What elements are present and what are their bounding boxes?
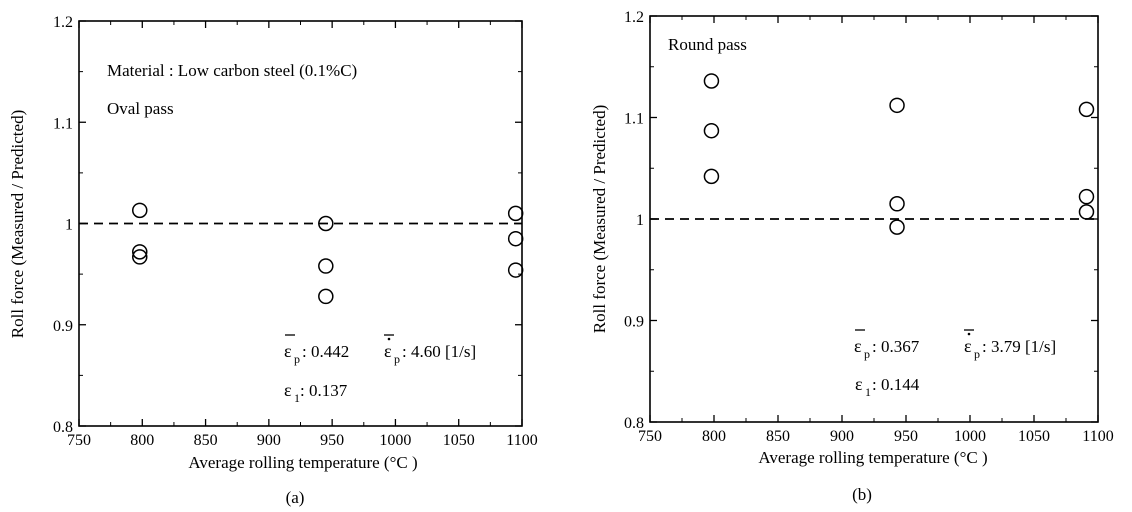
pass-annotation: Round pass [668, 35, 747, 54]
y-axis-label: Roll force (Measured / Predicted) [590, 105, 609, 333]
strain-1-value: : 0.144 [872, 375, 920, 394]
y-tick-labels: 0.8 0.9 1 1.1 1.2 [53, 14, 73, 436]
material-annotation: Material : Low carbon steel (0.1%C) [107, 61, 357, 80]
y-tick-label: 1.1 [53, 115, 73, 132]
x-tick-labels: 750 800 850 900 950 1000 1050 1100 [67, 432, 538, 449]
data-point [703, 168, 720, 185]
data-point [132, 249, 148, 265]
strain-annotation: ε p : 0.367 ε p : 3.79 [1/s] ε 1 : 0.144 [854, 329, 1056, 399]
data-point [132, 202, 148, 219]
y-tick-label: 0.8 [53, 419, 73, 436]
y-tick-label: 0.9 [53, 318, 73, 335]
x-tick-label: 950 [320, 432, 344, 449]
x-tick-label: 950 [894, 428, 918, 445]
strain-rate-symbol: ε [384, 341, 392, 361]
strain-rate-value: : 4.60 [1/s] [402, 342, 476, 361]
y-tick-label: 1.2 [624, 9, 644, 26]
y-tick-label: 1 [636, 212, 644, 229]
x-tick-label: 850 [194, 432, 218, 449]
pass-annotation: Oval pass [107, 99, 174, 118]
y-tick-label: 1 [65, 217, 73, 234]
mean-strain-symbol: ε [854, 336, 862, 356]
mean-strain-value: : 0.367 [872, 337, 920, 356]
y-tick-label: 1.1 [624, 111, 644, 128]
rate-dot-mark [387, 337, 391, 341]
data-point [1078, 188, 1095, 205]
data-points [703, 73, 1095, 235]
x-tick-label: 800 [130, 432, 154, 449]
mean-strain-value: : 0.442 [302, 342, 349, 361]
chart-panel-b: 750 800 850 900 950 1000 1050 1100 0.8 0.9 1 1.1 1.… [590, 9, 1114, 504]
axis-ticks [649, 15, 1099, 423]
data-point [889, 97, 905, 114]
data-point [132, 244, 148, 260]
x-tick-label: 850 [766, 428, 790, 445]
x-axis-label: Average rolling temperature (°C ) [188, 453, 417, 472]
panel-label: (b) [852, 485, 872, 504]
data-point [1078, 101, 1095, 118]
data-point [318, 215, 334, 232]
x-tick-label: 750 [67, 432, 91, 449]
strain-1-symbol: ε [284, 380, 292, 400]
mean-strain-symbol: ε [284, 341, 292, 361]
data-point [318, 258, 334, 274]
data-point [507, 230, 524, 247]
x-tick-label: 900 [257, 432, 281, 449]
strain-1-value: : 0.137 [300, 381, 348, 400]
rate-dot-mark [967, 332, 971, 336]
x-tick-label: 1100 [1082, 428, 1113, 445]
x-tick-label: 900 [830, 428, 854, 445]
x-tick-label: 1100 [506, 432, 537, 449]
data-point [703, 73, 720, 89]
data-point [318, 288, 334, 305]
y-tick-label: 0.8 [624, 415, 644, 432]
data-point [507, 262, 524, 278]
x-tick-label: 1000 [954, 428, 986, 445]
panel-label: (a) [286, 488, 305, 507]
x-tick-label: 750 [638, 428, 662, 445]
data-point [889, 219, 905, 235]
x-tick-labels: 750 800 850 900 950 1000 1050 1100 [638, 428, 1114, 445]
data-point [507, 205, 524, 222]
x-tick-label: 1000 [379, 432, 411, 449]
strain-rate-value: : 3.79 [1/s] [982, 337, 1056, 356]
data-points [132, 202, 524, 305]
axis-ticks [78, 20, 523, 427]
strain-1-symbol: ε [855, 374, 863, 394]
strain-1-subscript: 1 [294, 391, 300, 405]
x-tick-label: 1050 [1018, 428, 1050, 445]
y-tick-label: 0.9 [624, 314, 644, 331]
strain-rate-subscript: p [974, 347, 980, 361]
y-axis-label: Roll force (Measured / Predicted) [8, 110, 27, 338]
strain-1-subscript: 1 [865, 385, 871, 399]
x-tick-label: 800 [702, 428, 726, 445]
mean-strain-subscript: p [864, 347, 870, 361]
mean-strain-subscript: p [294, 352, 300, 366]
chart-panel-a: 750 800 850 900 950 1000 1050 1100 0.8 0.9 1 1.1 1.… [8, 14, 538, 507]
x-tick-label: 1050 [443, 432, 475, 449]
data-point [703, 122, 720, 139]
strain-annotation: ε p : 0.442 ε p : 4.60 [1/s] ε 1 : 0.137 [284, 334, 476, 405]
strain-rate-subscript: p [394, 352, 400, 366]
data-point [889, 196, 905, 212]
y-tick-label: 1.2 [53, 14, 73, 31]
y-tick-labels: 0.8 0.9 1 1.1 1.2 [624, 9, 644, 432]
strain-rate-symbol: ε [964, 336, 972, 356]
x-axis-label: Average rolling temperature (°C ) [758, 448, 987, 467]
data-point [1078, 204, 1095, 220]
